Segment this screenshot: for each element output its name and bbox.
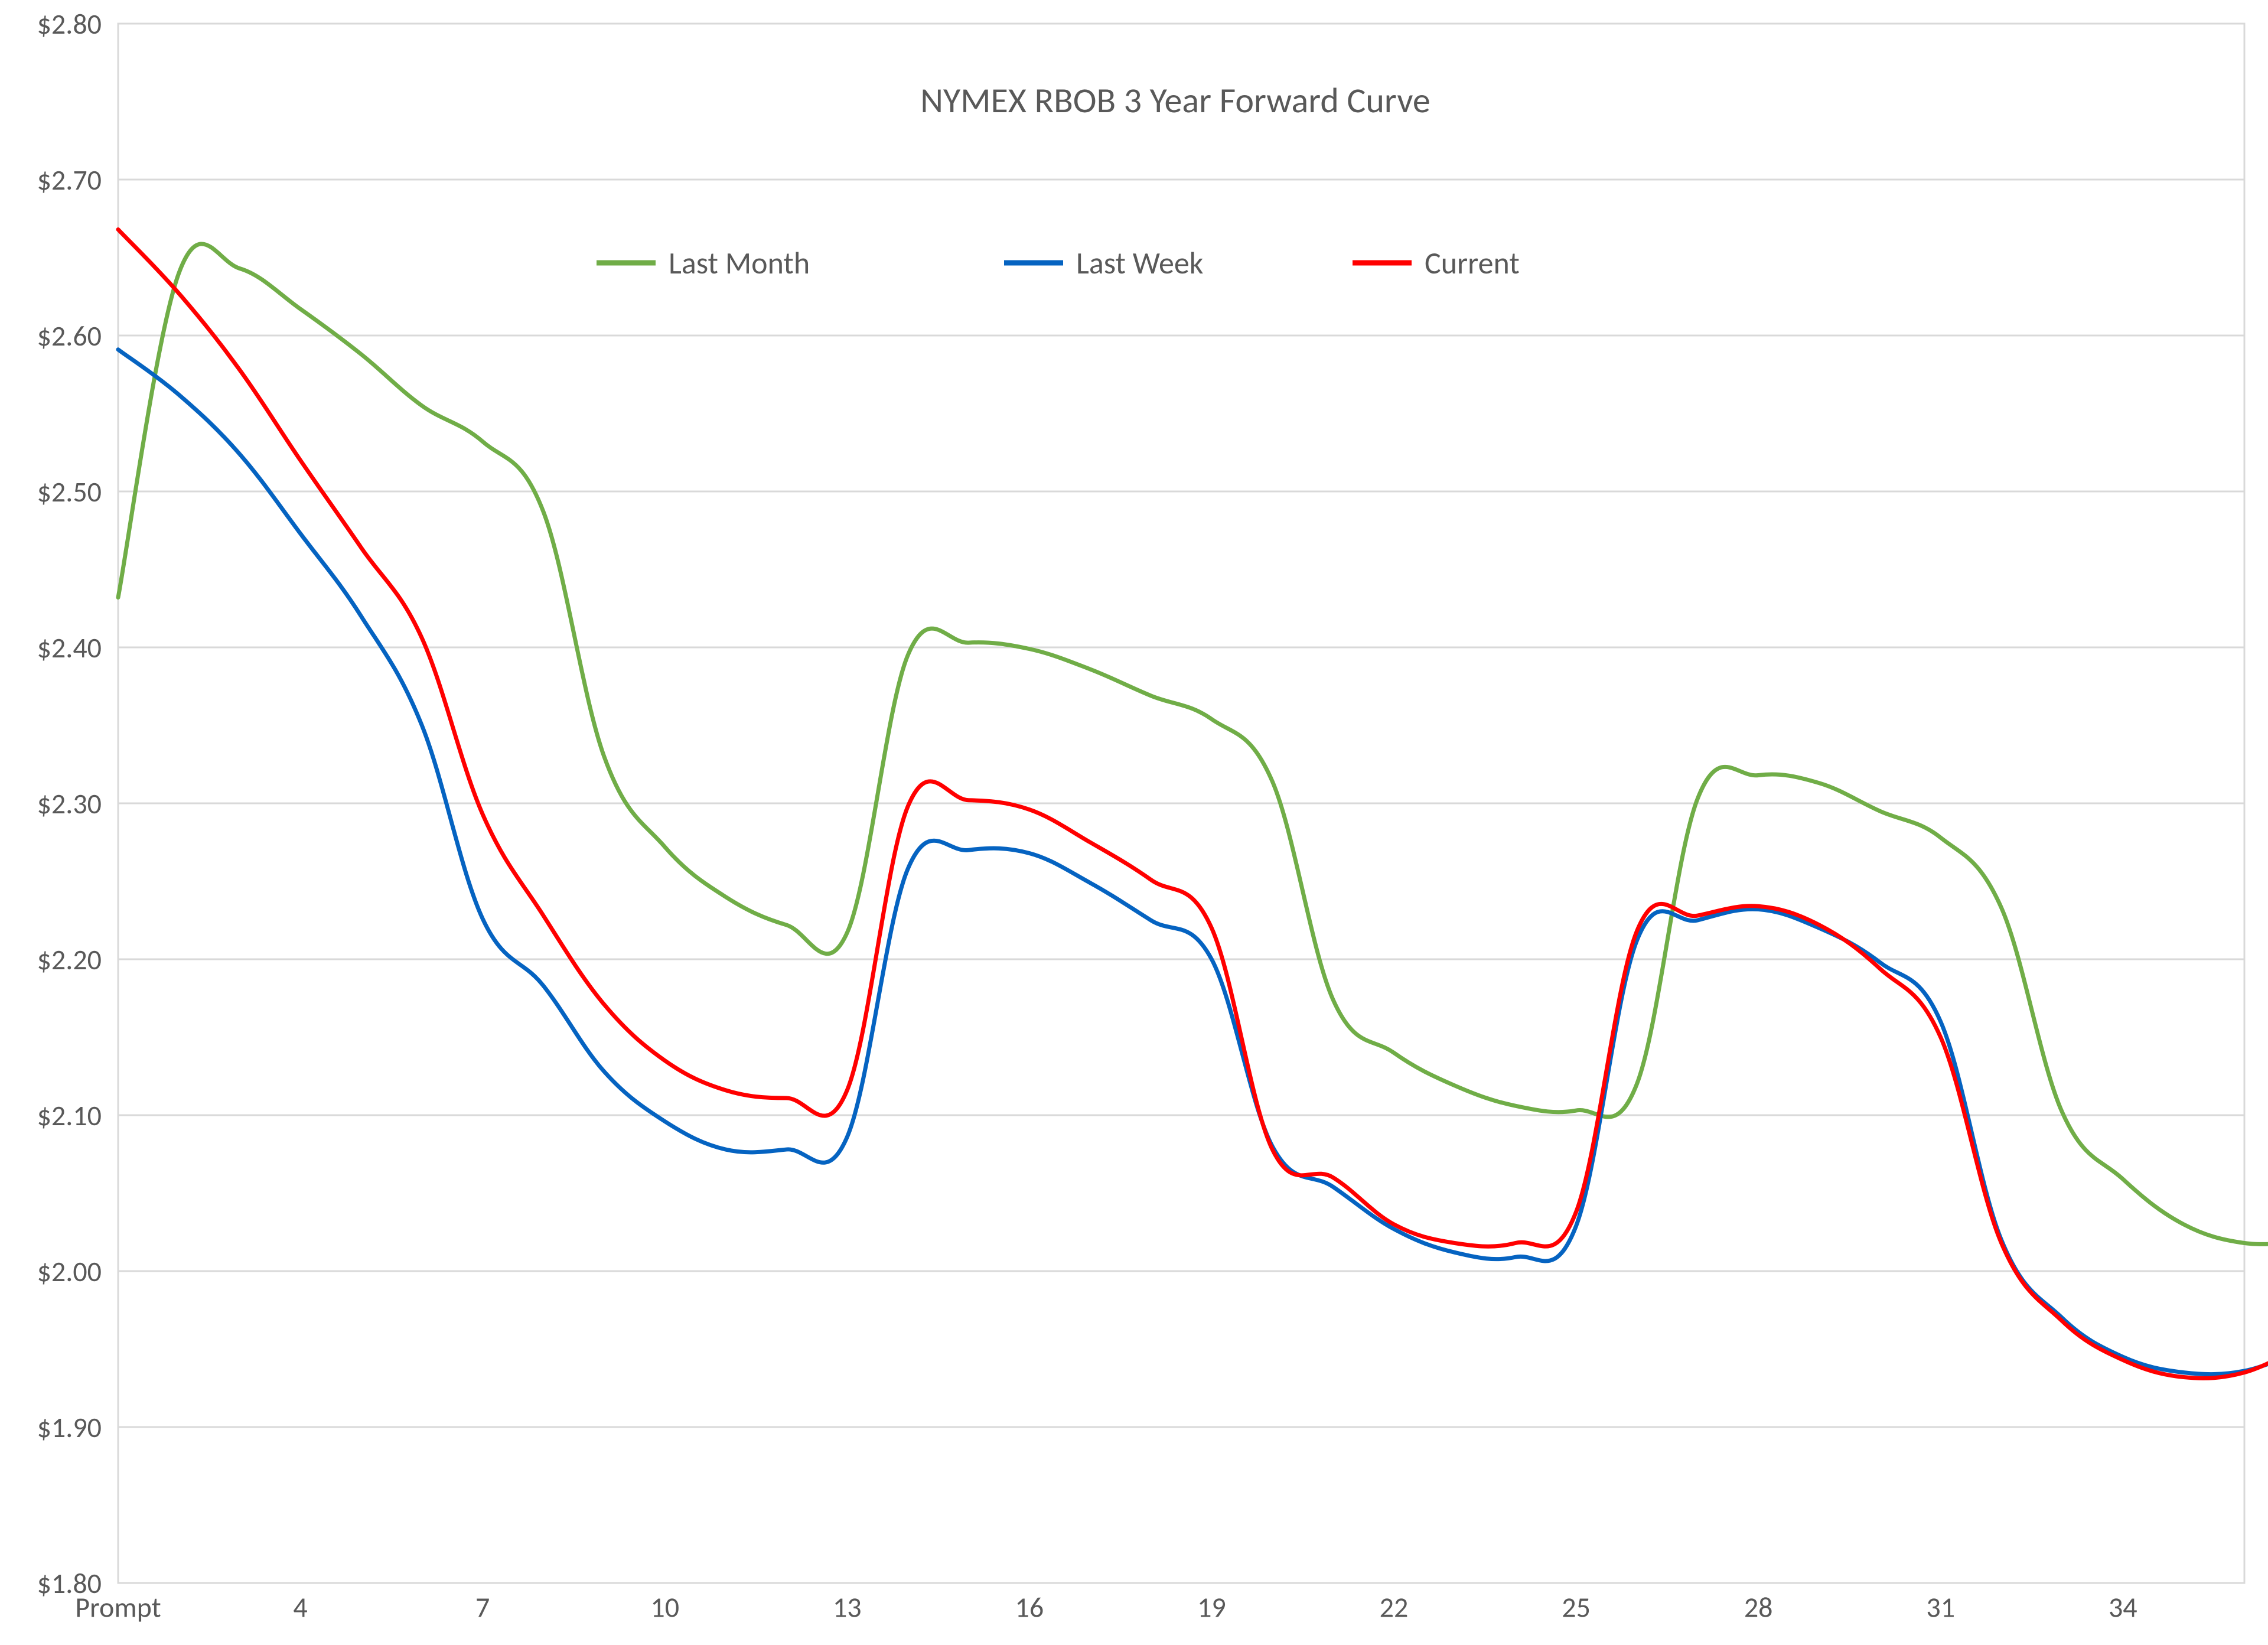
x-axis-tick-label: 4 xyxy=(293,1590,307,1625)
x-axis-tick-label: 10 xyxy=(650,1590,679,1625)
x-axis-tick-label: Prompt xyxy=(75,1590,161,1625)
chart-container: $1.80$1.90$2.00$2.10$2.20$2.30$2.40$2.50… xyxy=(0,0,2268,1645)
line-chart: $1.80$1.90$2.00$2.10$2.20$2.30$2.40$2.50… xyxy=(0,0,2268,1645)
x-axis-tick-label: 31 xyxy=(1926,1590,1955,1625)
x-axis-tick-label: 19 xyxy=(1197,1590,1226,1625)
y-axis-tick-label: $2.80 xyxy=(37,6,102,41)
y-axis-tick-label: $2.50 xyxy=(37,474,102,509)
x-axis-tick-label: 7 xyxy=(475,1590,490,1625)
y-axis-tick-label: $1.90 xyxy=(37,1410,102,1445)
legend-label: Last Month xyxy=(669,244,810,282)
y-axis-tick-label: $2.00 xyxy=(37,1254,102,1289)
y-axis-tick-label: $2.30 xyxy=(37,786,102,821)
x-axis-tick-label: 25 xyxy=(1562,1590,1591,1625)
x-axis-tick-label: 13 xyxy=(833,1590,862,1625)
x-axis-tick-label: 22 xyxy=(1380,1590,1409,1625)
x-axis-tick-label: 28 xyxy=(1744,1590,1773,1625)
x-axis-tick-label: 16 xyxy=(1015,1590,1044,1625)
y-axis-tick-label: $2.60 xyxy=(37,318,102,353)
x-axis-tick-label: 34 xyxy=(2109,1590,2137,1625)
y-axis-tick-label: $2.10 xyxy=(37,1098,102,1133)
y-axis-tick-label: $2.40 xyxy=(37,630,102,665)
y-axis-tick-label: $2.70 xyxy=(37,162,102,197)
legend-label: Current xyxy=(1425,244,1520,282)
y-axis-tick-label: $2.20 xyxy=(37,942,102,977)
chart-title: NYMEX RBOB 3 Year Forward Curve xyxy=(920,79,1430,122)
legend-label: Last Week xyxy=(1076,244,1203,282)
